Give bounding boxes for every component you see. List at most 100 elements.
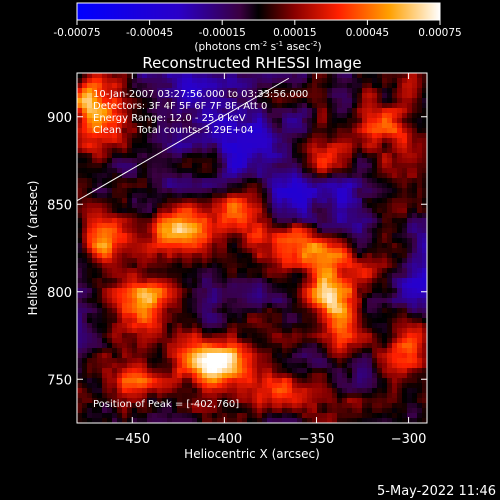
heatmap-cell — [292, 178, 297, 183]
heatmap-cell — [272, 323, 277, 328]
heatmap-cell — [307, 208, 312, 213]
heatmap-cell — [287, 328, 292, 333]
heatmap-cell — [282, 158, 287, 163]
heatmap-cell — [402, 368, 407, 373]
heatmap-cell — [182, 288, 187, 293]
heatmap-cell — [92, 208, 97, 213]
heatmap-cell — [417, 98, 422, 103]
heatmap-cell — [107, 328, 112, 333]
heatmap-cell — [232, 163, 237, 168]
heatmap-cell — [392, 243, 397, 248]
heatmap-cell — [312, 273, 317, 278]
heatmap-cell — [287, 78, 292, 83]
heatmap-cell — [227, 228, 232, 233]
heatmap-cell — [172, 338, 177, 343]
heatmap-cell — [197, 383, 202, 388]
heatmap-cell — [262, 153, 267, 158]
heatmap-cell — [342, 123, 347, 128]
heatmap-cell — [392, 403, 397, 408]
heatmap-cell — [97, 288, 102, 293]
heatmap-cell — [272, 243, 277, 248]
heatmap-cell — [242, 88, 247, 93]
heatmap-cell — [217, 73, 222, 78]
heatmap-cell — [132, 188, 137, 193]
heatmap-cell — [132, 378, 137, 383]
heatmap-cell — [352, 303, 357, 308]
heatmap-cell — [277, 408, 282, 413]
heatmap-cell — [172, 213, 177, 218]
heatmap-cell — [352, 308, 357, 313]
heatmap-cell — [87, 218, 92, 223]
heatmap-cell — [222, 368, 227, 373]
heatmap-cell — [217, 358, 222, 363]
heatmap-cell — [262, 318, 267, 323]
heatmap-cell — [122, 328, 127, 333]
heatmap-cell — [297, 263, 302, 268]
heatmap-cell — [372, 268, 377, 273]
heatmap-cell — [387, 253, 392, 258]
heatmap-cell — [127, 288, 132, 293]
heatmap-cell — [377, 253, 382, 258]
heatmap-cell — [412, 113, 417, 118]
heatmap-cell — [407, 113, 412, 118]
heatmap-cell — [177, 218, 182, 223]
heatmap-cell — [392, 388, 397, 393]
heatmap-cell — [412, 318, 417, 323]
heatmap-cell — [412, 133, 417, 138]
heatmap-cell — [157, 148, 162, 153]
heatmap-cell — [237, 118, 242, 123]
heatmap-cell — [177, 348, 182, 353]
heatmap-cell — [392, 233, 397, 238]
heatmap-cell — [257, 263, 262, 268]
heatmap-cell — [112, 243, 117, 248]
heatmap-cell — [177, 388, 182, 393]
heatmap-cell — [167, 298, 172, 303]
heatmap-cell — [372, 203, 377, 208]
heatmap-cell — [207, 188, 212, 193]
heatmap-cell — [252, 183, 257, 188]
heatmap-cell — [277, 288, 282, 293]
heatmap-cell — [132, 248, 137, 253]
heatmap-cell — [287, 408, 292, 413]
heatmap-cell — [262, 118, 267, 123]
heatmap-cell — [102, 108, 107, 113]
heatmap-cell — [372, 93, 377, 98]
heatmap-cell — [187, 228, 192, 233]
heatmap-cell — [297, 208, 302, 213]
heatmap-cell — [97, 343, 102, 348]
heatmap-cell — [352, 348, 357, 353]
heatmap-cell — [202, 238, 207, 243]
heatmap-cell — [167, 403, 172, 408]
heatmap-cell — [97, 398, 102, 403]
heatmap-cell — [172, 358, 177, 363]
heatmap-cell — [222, 278, 227, 283]
heatmap-cell — [97, 278, 102, 283]
heatmap-cell — [232, 238, 237, 243]
heatmap-cell — [357, 233, 362, 238]
heatmap-cell — [412, 328, 417, 333]
heatmap-cell — [187, 293, 192, 298]
heatmap-cell — [352, 388, 357, 393]
heatmap-cell — [237, 343, 242, 348]
heatmap-cell — [147, 418, 152, 423]
heatmap-cell — [87, 138, 92, 143]
heatmap-cell — [137, 118, 142, 123]
heatmap-cell — [347, 288, 352, 293]
heatmap-cell — [87, 198, 92, 203]
heatmap-cell — [97, 393, 102, 398]
heatmap-cell — [242, 308, 247, 313]
heatmap-cell — [152, 318, 157, 323]
heatmap-cell — [97, 383, 102, 388]
heatmap-cell — [392, 283, 397, 288]
heatmap-cell — [277, 233, 282, 238]
heatmap-cell — [347, 248, 352, 253]
heatmap-cell — [392, 178, 397, 183]
heatmap-cell — [312, 413, 317, 418]
heatmap-cell — [257, 293, 262, 298]
heatmap-cell — [142, 118, 147, 123]
heatmap-cell — [267, 108, 272, 113]
heatmap-cell — [222, 78, 227, 83]
heatmap-cell — [82, 113, 87, 118]
heatmap-cell — [182, 293, 187, 298]
